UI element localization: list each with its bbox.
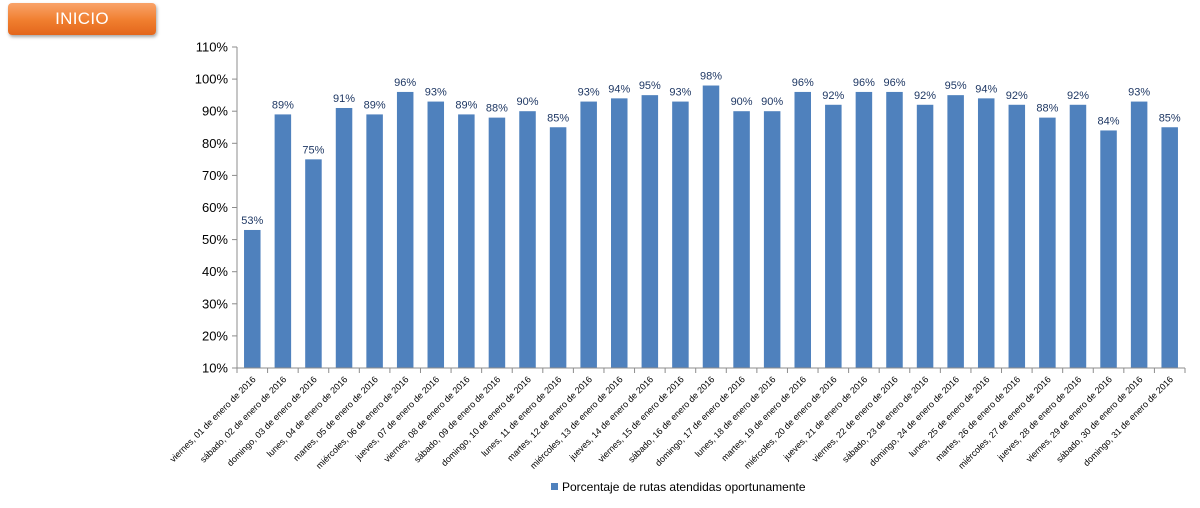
data-label: 89% xyxy=(455,99,477,111)
y-tick-label: 100% xyxy=(195,72,229,87)
y-tick-label: 50% xyxy=(202,232,228,247)
bar xyxy=(825,104,842,368)
bar xyxy=(305,159,322,368)
legend: Porcentaje de rutas atendidas oportuname… xyxy=(551,480,806,494)
bar xyxy=(458,114,475,368)
y-tick-label: 60% xyxy=(202,200,228,215)
bar xyxy=(733,111,750,368)
data-label: 92% xyxy=(822,90,844,102)
bar-series xyxy=(244,85,1178,369)
legend-swatch xyxy=(551,483,558,490)
bar xyxy=(580,101,597,368)
legend-label: Porcentaje de rutas atendidas oportuname… xyxy=(562,480,806,494)
data-label: 88% xyxy=(1036,103,1058,115)
data-label: 91% xyxy=(333,93,355,105)
data-label: 94% xyxy=(975,83,997,95)
data-label: 92% xyxy=(1067,90,1089,102)
bar xyxy=(1039,117,1056,369)
bar xyxy=(763,111,781,368)
data-label: 75% xyxy=(302,144,324,156)
data-label: 93% xyxy=(1128,87,1150,99)
y-tick-label: 40% xyxy=(202,264,228,279)
y-tick-label: 110% xyxy=(196,40,229,55)
data-label: 84% xyxy=(1098,115,1120,127)
bar xyxy=(702,85,720,369)
bar xyxy=(1130,101,1148,368)
data-label: 93% xyxy=(425,87,447,99)
data-label: 92% xyxy=(914,90,936,102)
data-label: 96% xyxy=(394,77,416,89)
bar xyxy=(641,95,659,369)
data-label: 92% xyxy=(1006,90,1028,102)
data-label: 98% xyxy=(700,71,722,83)
data-label: 94% xyxy=(608,83,630,95)
inicio-button[interactable]: INICIO xyxy=(8,3,156,35)
bar xyxy=(672,101,689,368)
data-label: 96% xyxy=(853,77,875,89)
data-label: 85% xyxy=(1159,112,1181,124)
data-label: 53% xyxy=(241,215,263,227)
bar xyxy=(274,114,292,368)
bar xyxy=(977,98,995,369)
data-label: 90% xyxy=(517,96,539,108)
y-tick-label: 80% xyxy=(202,136,228,151)
data-label: 93% xyxy=(578,87,600,99)
bar xyxy=(519,111,536,368)
data-label: 95% xyxy=(945,80,967,92)
bar xyxy=(886,91,903,368)
data-label: 90% xyxy=(761,96,783,108)
y-tick-label: 70% xyxy=(202,168,228,183)
bar xyxy=(794,91,811,368)
bar xyxy=(244,229,261,368)
y-tick-label: 10% xyxy=(202,361,228,376)
data-label: 85% xyxy=(547,112,569,124)
data-label: 96% xyxy=(883,77,905,89)
data-label: 93% xyxy=(669,87,691,99)
y-tick-label: 20% xyxy=(202,328,228,343)
bar xyxy=(855,91,873,368)
bar xyxy=(488,117,506,369)
data-label: 89% xyxy=(364,99,386,111)
y-axis: 10% 20% 30% 40% 50% 60% 70% 80% 90% 100% 110% xyxy=(195,40,238,376)
bar xyxy=(427,101,445,368)
bar xyxy=(1161,127,1178,368)
bar xyxy=(1069,104,1087,368)
bar xyxy=(916,104,934,368)
bar xyxy=(1008,104,1026,368)
bar xyxy=(396,91,414,368)
bar xyxy=(947,95,964,369)
bar xyxy=(366,114,383,368)
data-label: 96% xyxy=(792,77,814,89)
y-tick-label: 30% xyxy=(202,296,228,311)
data-label: 90% xyxy=(731,96,753,108)
bar xyxy=(335,107,353,369)
bar xyxy=(549,127,567,368)
bar xyxy=(611,98,628,369)
data-labels: 53% 89% 75% 91% 89% 96% 93% 89% 88% 90% 85% 93% 94% 9… xyxy=(241,71,1181,227)
data-label: 95% xyxy=(639,80,661,92)
y-tick-label: 90% xyxy=(202,104,228,119)
bar xyxy=(1100,130,1117,368)
data-label: 89% xyxy=(272,99,294,111)
data-label: 88% xyxy=(486,103,508,115)
